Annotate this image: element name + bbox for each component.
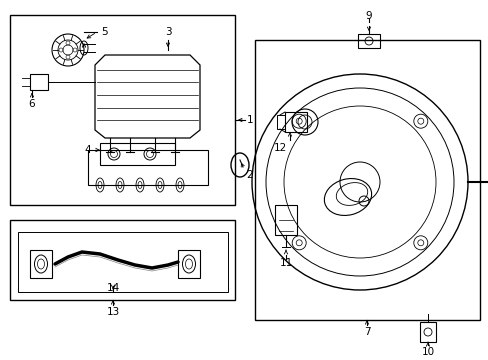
Text: 7: 7 xyxy=(363,327,369,337)
Bar xyxy=(254,40,479,320)
Bar xyxy=(100,143,175,165)
Text: 6: 6 xyxy=(29,99,35,109)
Bar xyxy=(276,115,285,129)
Text: 11: 11 xyxy=(279,258,292,268)
Bar xyxy=(30,250,52,278)
Bar xyxy=(18,232,227,292)
Bar xyxy=(30,74,48,90)
Text: 3: 3 xyxy=(164,27,171,37)
Bar xyxy=(178,250,200,278)
Bar xyxy=(357,34,379,48)
Text: 2: 2 xyxy=(246,170,253,180)
Bar xyxy=(10,15,235,205)
Text: 9: 9 xyxy=(365,11,371,21)
Bar xyxy=(10,220,235,300)
Bar xyxy=(88,150,207,185)
Text: 1: 1 xyxy=(246,115,253,125)
Text: 4: 4 xyxy=(84,145,91,155)
Text: 13: 13 xyxy=(106,307,120,317)
Text: 14: 14 xyxy=(106,283,120,293)
Text: 5: 5 xyxy=(102,27,108,37)
Text: 12: 12 xyxy=(273,143,286,153)
Bar xyxy=(285,112,306,132)
Text: 10: 10 xyxy=(421,347,434,357)
Bar xyxy=(274,205,296,235)
Bar xyxy=(419,322,435,342)
